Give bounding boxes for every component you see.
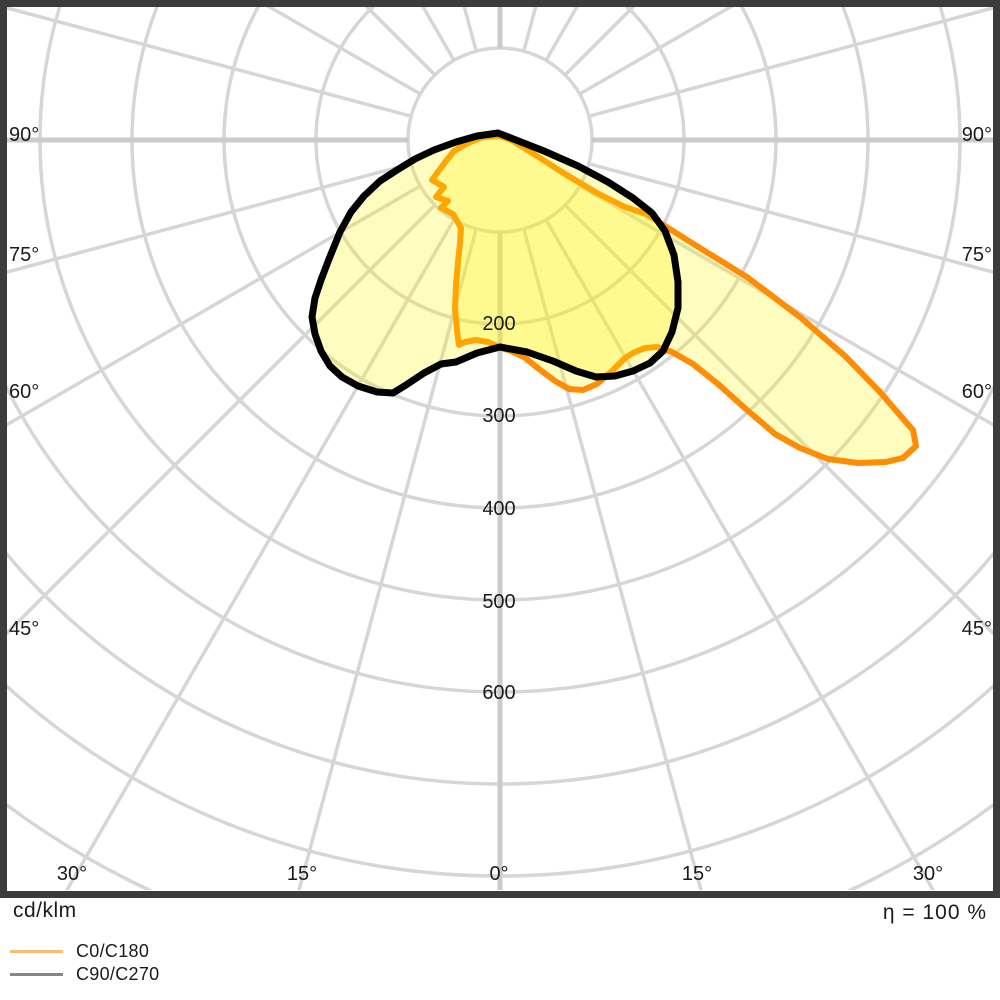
grid-spoke <box>544 7 579 62</box>
angle-tick-label: 30° <box>57 863 87 885</box>
radial-tick-label: 300 <box>482 405 515 427</box>
angle-tick-label: 15° <box>682 863 712 885</box>
curve-c90-c270 <box>308 129 682 397</box>
legend-swatch-c90-icon <box>10 973 63 976</box>
angle-tick-label: 60° <box>962 381 992 403</box>
grid-spoke <box>578 7 734 96</box>
efficiency-label: η = 100 % <box>882 901 987 924</box>
radial-tick-label: 400 <box>482 498 515 520</box>
legend-row-c90: C90/C270 <box>10 963 159 986</box>
grid-spoke <box>7 7 412 118</box>
legend-label-c90: C90/C270 <box>76 964 160 984</box>
angle-tick-label: 60° <box>9 381 39 403</box>
grid-spoke <box>462 7 478 52</box>
legend: C0/C180 C90/C270 <box>10 940 159 986</box>
unit-label: cd/klm <box>13 899 77 922</box>
grid-spoke <box>522 7 538 52</box>
grid-spoke <box>7 162 412 274</box>
plot-frame <box>0 0 1000 898</box>
angle-tick-label: 90° <box>962 124 992 146</box>
grid-spoke <box>297 228 478 890</box>
grid-spoke <box>266 7 422 96</box>
angle-tick-label: 45° <box>962 618 992 640</box>
angle-tick-label: 75° <box>962 244 992 266</box>
grid-spoke <box>421 7 456 62</box>
grid-spoke <box>7 184 422 427</box>
grid-spoke <box>7 203 437 636</box>
grid-spoke <box>578 184 993 427</box>
angle-tick-label: 0° <box>489 863 508 885</box>
angle-tick-label: 30° <box>913 863 943 885</box>
radial-tick-label: 600 <box>482 682 515 704</box>
legend-row-c0: C0/C180 <box>10 940 159 963</box>
grid-spoke <box>563 203 993 636</box>
legend-label-c0: C0/C180 <box>76 941 150 961</box>
radial-tick-label: 200 <box>482 313 515 335</box>
grid-spoke <box>544 218 936 890</box>
angle-tick-label: 75° <box>9 244 39 266</box>
grid-spoke <box>588 7 993 118</box>
angle-tick-label: 15° <box>287 863 317 885</box>
grid-spoke <box>522 228 703 890</box>
angle-tick-label: 90° <box>9 124 39 146</box>
radial-tick-label: 500 <box>482 591 515 613</box>
grid-spoke <box>588 162 993 274</box>
angle-tick-label: 45° <box>9 618 39 640</box>
legend-swatch-c0-icon <box>10 950 63 953</box>
